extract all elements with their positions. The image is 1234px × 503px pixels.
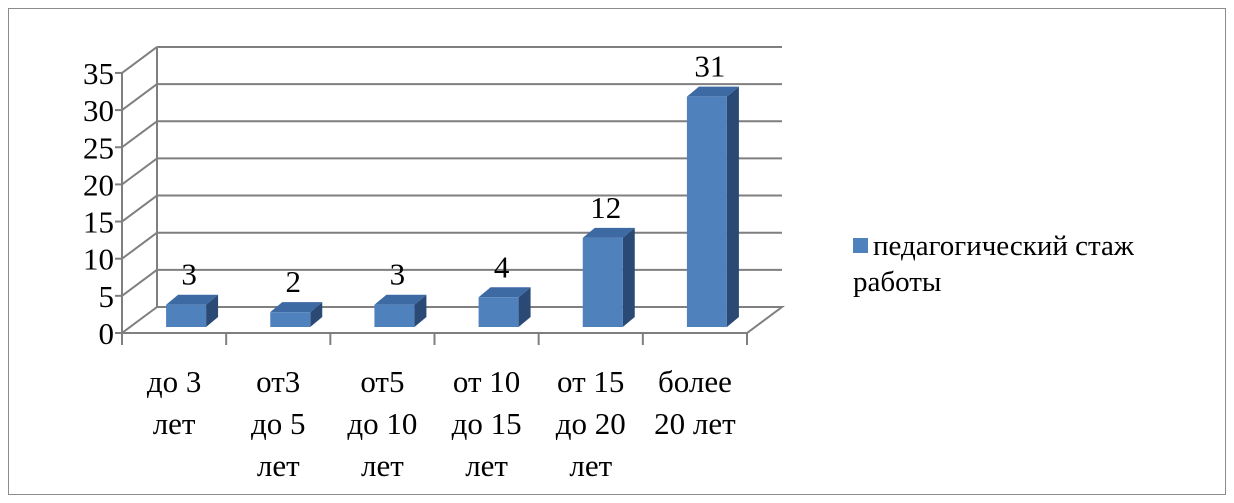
x-tick-label-line: лет <box>569 448 612 483</box>
bar-top <box>270 302 323 313</box>
y-tick-label: 35 <box>83 56 114 91</box>
x-tick-label: от 10 до 15 лет <box>452 364 522 483</box>
legend: педагогический стаж работы <box>853 228 1223 300</box>
x-tick-label-line: от5 <box>360 364 404 399</box>
data-label: 31 <box>694 49 725 84</box>
x-tick-label: от5 до 10 лет <box>347 364 417 483</box>
data-label: 3 <box>390 257 406 292</box>
y-tick-label: 20 <box>83 167 114 202</box>
x-tick-label: более 20 лет <box>654 364 736 441</box>
legend-entry: педагогический стаж <box>853 228 1223 264</box>
legend-label-line-2: работы <box>853 266 942 298</box>
bar-side <box>206 294 219 327</box>
floor-outline <box>122 306 786 334</box>
data-label: 3 <box>181 257 197 292</box>
bar <box>270 312 311 327</box>
bar-side <box>310 302 323 327</box>
x-tick-label-line: лет <box>361 448 404 483</box>
bar-side <box>726 86 739 327</box>
bar <box>166 304 207 327</box>
x-tick-label-line: до 20 <box>556 406 626 441</box>
y-tick-label: 5 <box>99 279 115 314</box>
bar <box>374 304 415 327</box>
x-tick-label: от 15 до 20 лет <box>556 364 626 483</box>
legend-label-line-1: педагогический стаж <box>873 230 1134 262</box>
y-tick-label: 25 <box>83 130 114 165</box>
data-label: 4 <box>494 249 510 284</box>
side-gridline <box>121 269 158 297</box>
x-tick-label-line: 20 лет <box>654 406 736 441</box>
x-tick-label-line: от3 <box>256 364 300 399</box>
data-label: 12 <box>590 190 621 225</box>
side-gridline <box>121 306 158 334</box>
side-gridline <box>121 46 158 74</box>
x-tick-label: от3 до 5 лет <box>251 364 306 483</box>
x-tick-label-line: до 3 <box>147 364 202 399</box>
bar-side <box>414 294 427 327</box>
bar-top <box>582 227 635 238</box>
x-tick-label: до 3 лет <box>147 364 202 441</box>
x-tick-label-line: лет <box>257 448 300 483</box>
y-tick-label: 10 <box>83 242 114 277</box>
bar-top <box>374 294 427 305</box>
bar-side <box>518 287 531 327</box>
y-tick-label: 30 <box>83 93 114 128</box>
x-tick-label-line: от 15 <box>557 364 624 399</box>
x-tick-label-line: от 10 <box>453 364 520 399</box>
side-gridline <box>121 83 158 111</box>
legend-swatch <box>853 238 868 253</box>
x-tick-label-line: до 10 <box>347 406 417 441</box>
bar <box>582 237 623 327</box>
x-tick-label-line: до 15 <box>452 406 522 441</box>
bar <box>686 96 727 327</box>
x-tick-label-line: лет <box>153 406 196 441</box>
side-gridline <box>121 157 158 186</box>
x-tick-label-line: более <box>658 364 732 399</box>
data-label: 2 <box>286 264 302 299</box>
bar-side <box>622 227 635 327</box>
side-gridline <box>121 194 158 223</box>
bar-top <box>686 86 739 97</box>
y-tick-label: 0 <box>99 316 115 351</box>
x-tick-label-line: лет <box>465 448 508 483</box>
x-tick-label-line: до 5 <box>251 406 306 441</box>
bar-top <box>166 294 219 305</box>
y-tick-label: 15 <box>83 205 114 240</box>
bar-top <box>478 287 531 298</box>
side-gridline <box>121 120 158 149</box>
bar <box>478 297 519 327</box>
side-gridline <box>121 231 158 260</box>
